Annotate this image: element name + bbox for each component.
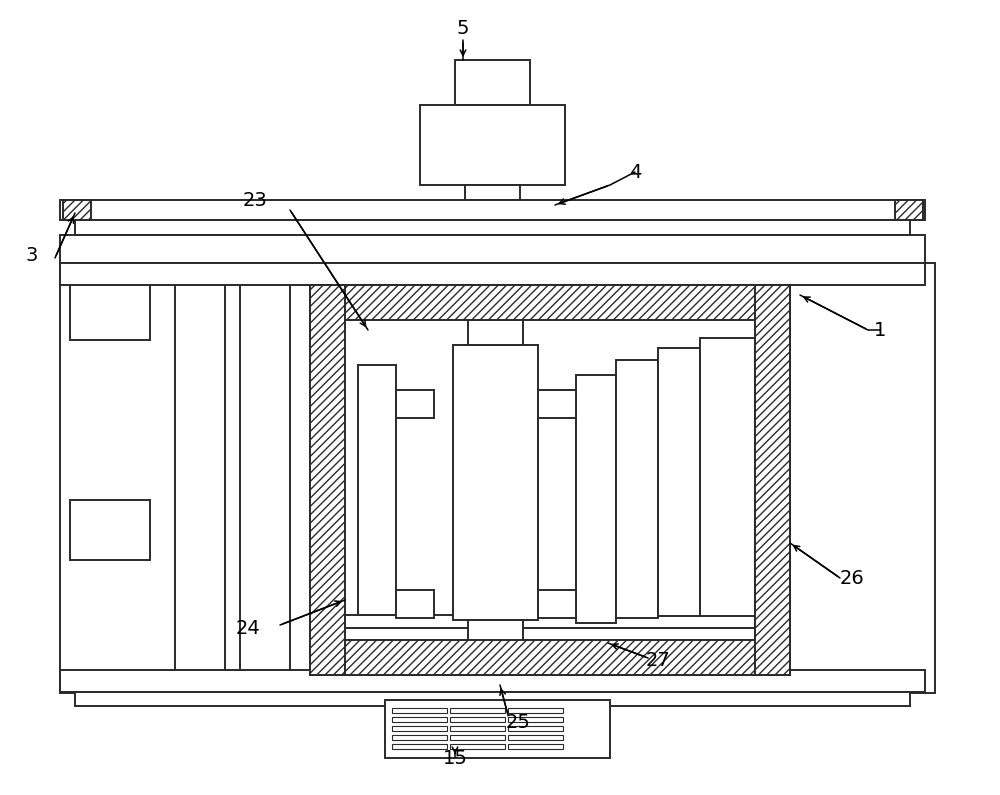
Bar	[345, 628, 755, 640]
Text: 1: 1	[874, 320, 886, 339]
Bar	[392, 717, 447, 722]
Bar	[75, 220, 910, 235]
Bar	[538, 590, 576, 618]
Bar	[895, 200, 923, 220]
Bar	[450, 735, 505, 740]
Bar	[468, 320, 523, 345]
Text: 25: 25	[506, 712, 530, 731]
Bar	[450, 744, 505, 749]
Bar	[396, 590, 434, 618]
Text: 26: 26	[840, 568, 864, 588]
Bar	[60, 263, 925, 285]
Bar	[420, 105, 565, 185]
Bar	[345, 615, 755, 628]
Bar	[240, 263, 290, 683]
Bar	[60, 235, 925, 263]
Bar	[345, 640, 755, 645]
Bar	[70, 500, 150, 560]
Bar	[508, 717, 563, 722]
Text: 24: 24	[236, 619, 260, 638]
Text: 3: 3	[26, 246, 38, 265]
Bar	[465, 185, 520, 200]
Bar	[576, 375, 616, 623]
Text: 5: 5	[457, 18, 469, 37]
Bar	[392, 735, 447, 740]
Bar	[755, 285, 790, 675]
Bar	[790, 263, 935, 693]
Bar	[70, 275, 150, 340]
Bar	[60, 670, 925, 692]
Bar	[700, 338, 755, 616]
Bar	[396, 390, 434, 418]
Bar	[508, 726, 563, 731]
Bar	[450, 708, 505, 713]
Bar	[455, 60, 530, 105]
Bar	[75, 692, 910, 706]
Bar	[392, 708, 447, 713]
Bar	[60, 263, 330, 693]
Text: 27: 27	[646, 650, 670, 669]
Bar	[310, 285, 790, 320]
Bar	[358, 365, 396, 615]
Bar	[310, 640, 790, 675]
Bar	[310, 285, 345, 675]
Text: 4: 4	[629, 162, 641, 181]
Bar	[508, 735, 563, 740]
Bar	[392, 744, 447, 749]
Bar	[63, 200, 91, 220]
Bar	[60, 200, 925, 220]
Bar	[392, 726, 447, 731]
Text: 15: 15	[443, 749, 467, 767]
Bar	[538, 390, 576, 418]
Bar	[468, 620, 523, 642]
Bar	[175, 263, 225, 683]
Bar	[450, 717, 505, 722]
Bar	[385, 700, 610, 758]
Bar	[310, 285, 790, 675]
Text: 23: 23	[243, 191, 267, 210]
Bar	[616, 360, 658, 618]
Bar	[508, 744, 563, 749]
Bar	[658, 348, 700, 616]
Bar	[450, 726, 505, 731]
Bar	[453, 345, 538, 620]
Bar	[538, 390, 576, 615]
Bar	[508, 708, 563, 713]
